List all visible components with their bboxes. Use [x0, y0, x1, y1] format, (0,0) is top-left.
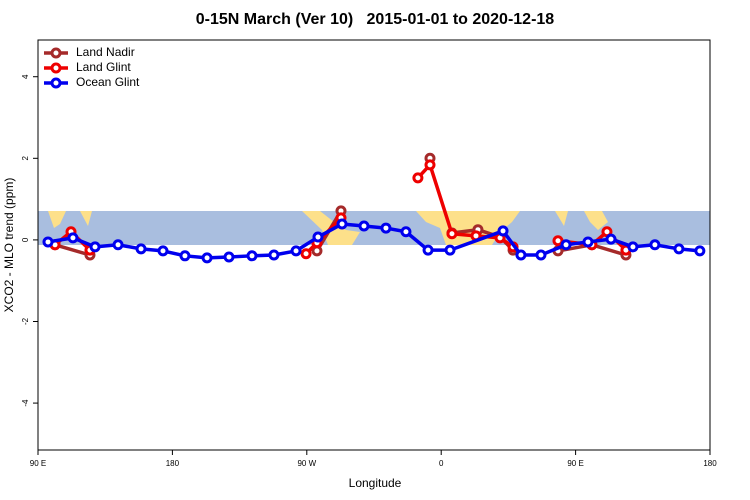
data-point: [246, 250, 258, 262]
data-point: [380, 222, 392, 234]
data-point: [582, 236, 594, 248]
y-tick-label: 0: [21, 237, 30, 242]
legend-marker: [50, 47, 62, 59]
data-point: [424, 159, 436, 171]
data-point: [535, 249, 547, 261]
data-point: [412, 172, 424, 184]
data-point: [694, 245, 706, 257]
chart-title: 0-15N March (Ver 10) 2015-01-01 to 2020-…: [196, 11, 555, 28]
data-point: [552, 235, 564, 247]
data-point: [673, 243, 685, 255]
legend-marker: [50, 77, 62, 89]
data-point: [444, 244, 456, 256]
data-point: [300, 248, 312, 260]
legend-label: Land Nadir: [76, 45, 135, 59]
x-tick-label: 0: [439, 459, 444, 468]
data-point: [67, 232, 79, 244]
y-tick-label: -2: [21, 317, 30, 325]
y-tick-label: 2: [21, 156, 30, 161]
data-point: [400, 226, 412, 238]
data-point: [422, 244, 434, 256]
data-point: [112, 239, 124, 251]
data-point: [179, 250, 191, 262]
x-tick-label: 180: [166, 459, 180, 468]
data-point: [336, 218, 348, 230]
y-axis-label: XCO2 - MLO trend (ppm): [2, 178, 16, 313]
data-point: [497, 225, 509, 237]
x-tick-label: 90 E: [30, 459, 46, 468]
y-tick-label: 4: [21, 74, 30, 79]
data-point: [649, 239, 661, 251]
data-point: [89, 241, 101, 253]
map-background: [38, 211, 710, 245]
data-point: [268, 249, 280, 261]
data-point: [627, 241, 639, 253]
x-tick-label: 90 E: [567, 459, 583, 468]
data-point: [358, 220, 370, 232]
data-point: [290, 245, 302, 257]
legend-label: Land Glint: [76, 60, 131, 74]
legend-marker: [50, 62, 62, 74]
x-tick-label: 180: [703, 459, 717, 468]
data-point: [515, 249, 527, 261]
data-point: [223, 251, 235, 263]
y-tick-label: -4: [21, 399, 30, 407]
data-point: [135, 243, 147, 255]
x-tick-label: 90 W: [297, 459, 316, 468]
data-point: [157, 245, 169, 257]
data-point: [605, 233, 617, 245]
data-point: [312, 231, 324, 243]
plot-frame: [37, 39, 711, 451]
legend-label: Ocean Glint: [76, 75, 140, 89]
data-point: [560, 239, 572, 251]
data-point: [42, 236, 54, 248]
x-axis-label: Longitude: [349, 476, 402, 490]
data-point: [201, 252, 213, 264]
data-point: [446, 228, 458, 240]
